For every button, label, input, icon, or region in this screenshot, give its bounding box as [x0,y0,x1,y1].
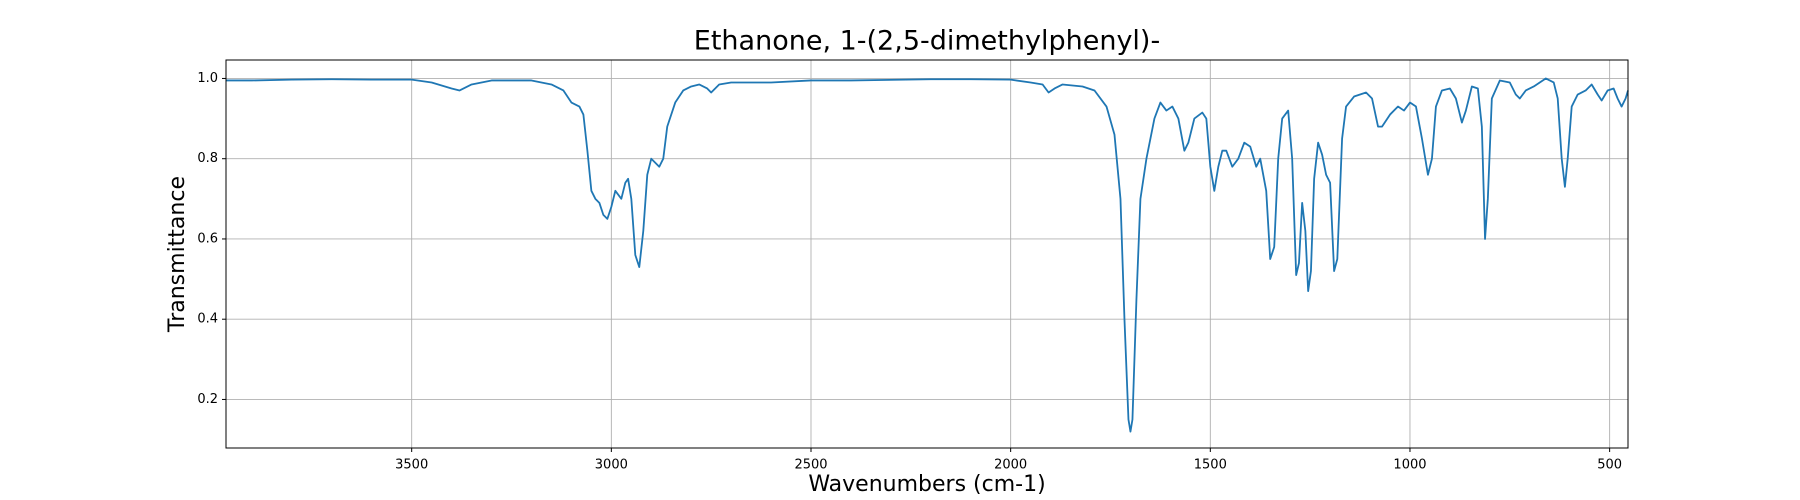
x-tick-label: 2000 [994,458,1027,473]
x-tick-label: 1500 [1194,458,1227,473]
x-tick-label: 3500 [395,458,428,473]
y-axis-label: Transmittance [165,176,190,333]
spectrum-line [226,77,1629,433]
x-tick-label: 500 [1597,458,1622,473]
y-tick-label: 0.6 [197,231,218,246]
y-tick-label: 0.4 [197,312,218,327]
x-tick-label: 2500 [794,458,827,473]
plot-frame [225,59,1629,449]
y-tick-label: 1.0 [197,71,218,86]
chart-title: Ethanone, 1-(2,5-dimethylphenyl)- [694,26,1160,57]
y-tick-label: 0.2 [197,392,218,407]
x-tick-label: 3000 [595,458,628,473]
x-axis-label: Wavenumbers (cm-1) [808,472,1045,497]
y-tick-label: 0.8 [197,151,218,166]
x-tick-label: 1000 [1393,458,1426,473]
